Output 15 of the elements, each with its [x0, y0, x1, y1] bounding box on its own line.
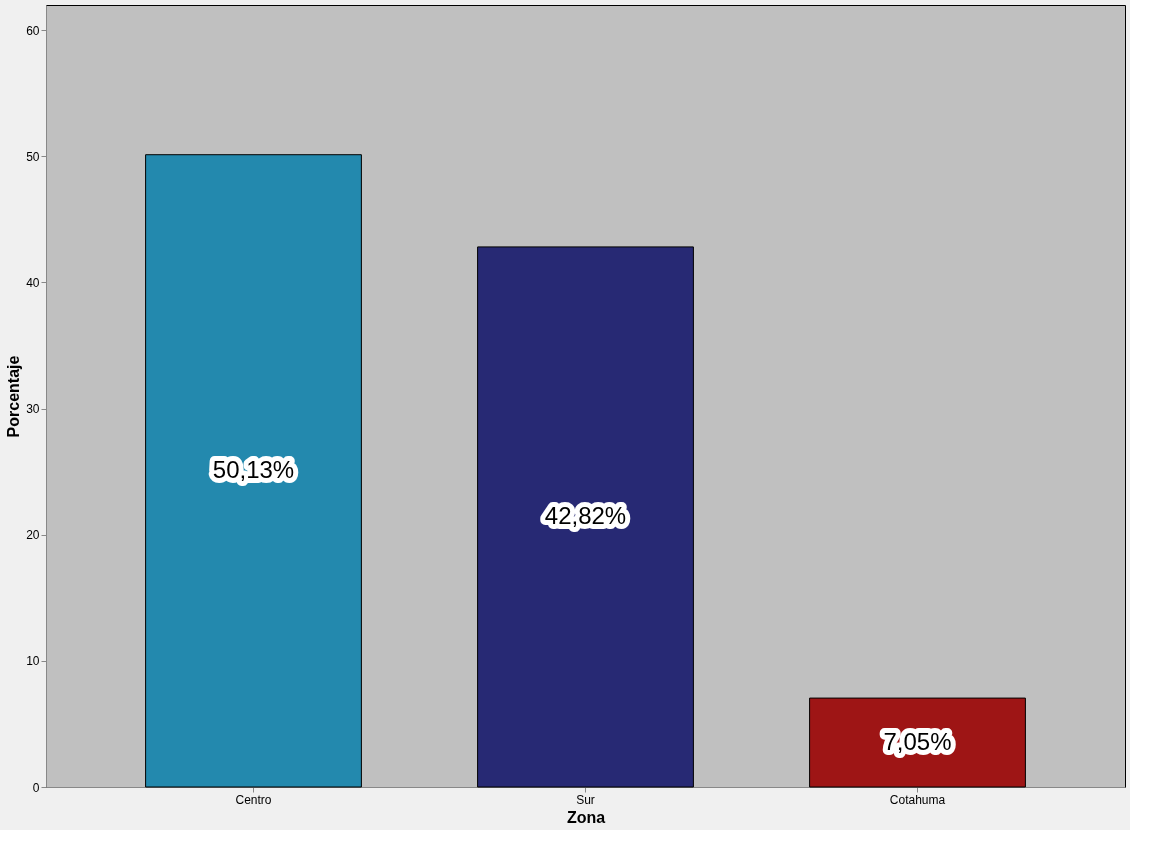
y-tick-label: 30 — [26, 402, 40, 417]
x-tick-label: Centro — [235, 792, 272, 807]
y-tick-label: 40 — [26, 275, 40, 290]
y-tick-label: 10 — [26, 654, 40, 669]
data-label: 7,05% — [883, 727, 952, 755]
data-label: 50,13% — [212, 455, 295, 483]
y-tick-label: 20 — [26, 528, 40, 543]
x-tick-label: Cotahuma — [889, 792, 946, 807]
x-tick-label: Sur — [576, 792, 595, 807]
y-tick-label: 50 — [26, 149, 40, 164]
y-tick-label: 60 — [26, 23, 40, 38]
data-label: 42,82% — [544, 501, 627, 529]
y-tick-label: 0 — [32, 780, 40, 795]
y-axis-title: Porcentaje — [5, 355, 23, 438]
x-axis-title: Zona — [566, 808, 606, 826]
